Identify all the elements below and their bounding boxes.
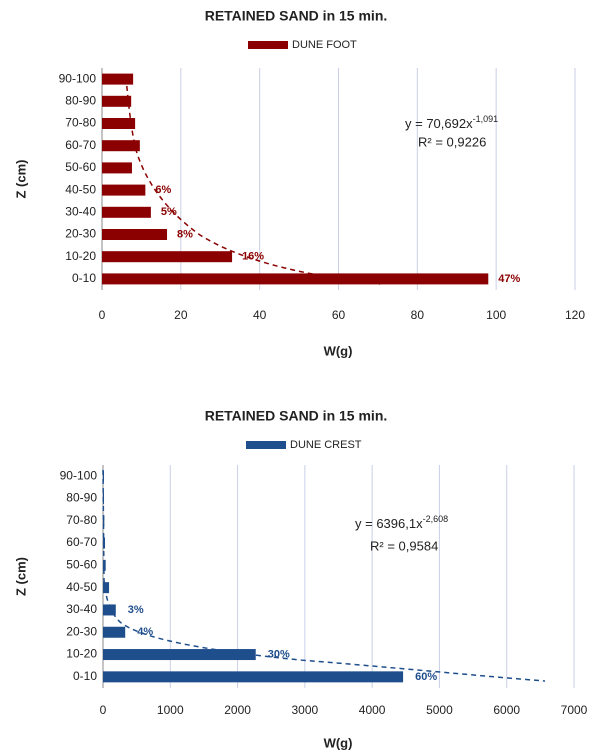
- x-tick-label: 0: [99, 308, 106, 322]
- bar: [103, 671, 404, 683]
- bar: [102, 229, 168, 240]
- bar: [103, 559, 106, 571]
- y-axis-label: Z (cm): [13, 557, 28, 596]
- x-tick-label: 7000: [561, 703, 588, 717]
- bar: [103, 649, 256, 661]
- y-tick-label: 30-40: [66, 602, 97, 616]
- data-label: 47%: [498, 273, 520, 285]
- bar: [102, 206, 151, 218]
- exponent: -2,608: [423, 514, 449, 524]
- y-tick-label: 0-10: [73, 669, 97, 683]
- y-tick-label: 60-70: [65, 138, 96, 152]
- equation: y = 70,692x: [405, 116, 473, 131]
- bar: [103, 626, 126, 638]
- y-tick-label: 10-20: [66, 647, 97, 661]
- legend-label: DUNE CREST: [290, 439, 362, 451]
- exponent: -1,091: [473, 114, 499, 124]
- bar: [102, 140, 140, 152]
- x-tick-label: 120: [565, 308, 585, 322]
- y-tick-label: 50-60: [65, 160, 96, 174]
- y-tick-label: 50-60: [66, 558, 97, 572]
- legend-swatch: [246, 441, 286, 449]
- legend-swatch: [248, 41, 288, 49]
- x-axis-label: W(g): [324, 735, 353, 750]
- trendline-r2: R² = 0,9584: [370, 538, 438, 553]
- data-label: 16%: [242, 251, 264, 263]
- bar: [103, 582, 110, 594]
- y-tick-label: 80-90: [65, 93, 96, 107]
- bar: [102, 118, 136, 129]
- trendline-equation: y = 6396,1x-2,608: [355, 514, 448, 531]
- y-tick-label: 10-20: [65, 249, 96, 263]
- bar: [102, 251, 233, 263]
- y-tick-label: 60-70: [66, 535, 97, 549]
- x-tick-label: 80: [411, 308, 425, 322]
- chart-title: RETAINED SAND in 15 min.: [205, 408, 388, 424]
- data-label: 60%: [415, 671, 437, 683]
- x-tick-label: 6000: [493, 703, 520, 717]
- bar: [102, 95, 132, 107]
- y-tick-label: 40-50: [65, 182, 96, 196]
- y-tick-label: 20-30: [66, 624, 97, 638]
- x-tick-label: 4000: [359, 703, 386, 717]
- y-tick-label: 90-100: [60, 468, 98, 482]
- data-label: 3%: [128, 604, 144, 616]
- x-tick-label: 5000: [426, 703, 453, 717]
- x-tick-label: 20: [174, 308, 188, 322]
- bar: [102, 184, 146, 196]
- y-tick-label: 40-50: [66, 580, 97, 594]
- x-tick-label: 40: [253, 308, 267, 322]
- trendline-equation: y = 70,692x-1,091: [405, 114, 498, 131]
- chart-title: RETAINED SAND in 15 min.: [205, 8, 388, 24]
- y-axis-label: Z (cm): [13, 160, 28, 199]
- data-label: 5%: [161, 206, 177, 218]
- data-label: 8%: [177, 228, 193, 240]
- x-tick-label: 60: [332, 308, 346, 322]
- x-tick-label: 0: [100, 703, 107, 717]
- x-tick-label: 1000: [157, 703, 184, 717]
- y-tick-label: 90-100: [59, 71, 97, 85]
- bar: [103, 515, 105, 527]
- y-tick-label: 80-90: [66, 491, 97, 505]
- bar: [102, 73, 134, 85]
- data-label: 30%: [268, 648, 290, 660]
- data-label: 6%: [155, 184, 171, 196]
- x-tick-label: 3000: [292, 703, 319, 717]
- x-axis-label: W(g): [324, 343, 353, 358]
- y-tick-label: 0-10: [72, 271, 96, 285]
- x-tick-label: 2000: [224, 703, 251, 717]
- y-tick-label: 70-80: [65, 116, 96, 130]
- bar: [102, 273, 489, 285]
- bar: [103, 470, 105, 482]
- y-tick-label: 70-80: [66, 513, 97, 527]
- legend-label: DUNE FOOT: [292, 39, 357, 51]
- trendline: [102, 469, 546, 682]
- equation: y = 6396,1x: [355, 516, 423, 531]
- trendline-r2: R² = 0,9226: [418, 134, 486, 149]
- y-tick-label: 20-30: [65, 227, 96, 241]
- x-tick-label: 100: [486, 308, 506, 322]
- data-label: 4%: [137, 626, 153, 638]
- trendline: [125, 76, 381, 285]
- bar: [102, 162, 132, 174]
- y-tick-label: 30-40: [65, 204, 96, 218]
- bar: [103, 604, 116, 616]
